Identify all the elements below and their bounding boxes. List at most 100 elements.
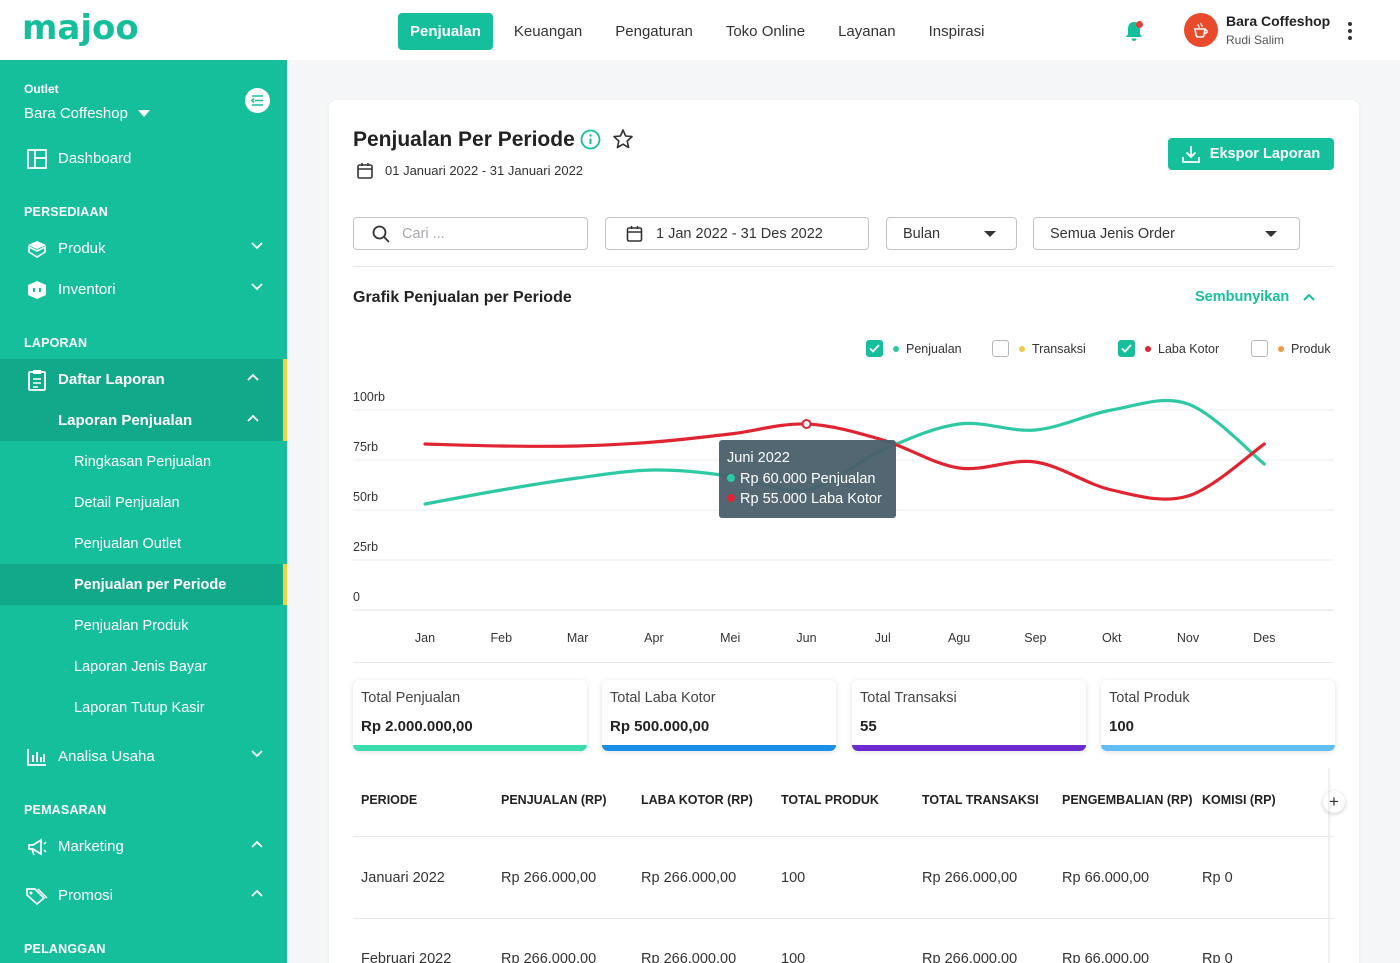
caret-down-icon bbox=[984, 231, 996, 237]
topnav-layanan[interactable]: Layanan bbox=[838, 23, 896, 40]
legend-dot bbox=[1278, 345, 1284, 352]
sidebar-subitem-laporan-tutup-kasir[interactable]: Laporan Tutup Kasir bbox=[74, 699, 205, 716]
sidebar-item-label: Analisa Usaha bbox=[58, 748, 155, 765]
cell-komisi: Rp 0 bbox=[1202, 870, 1233, 886]
export-report-button[interactable]: Ekspor Laporan bbox=[1168, 138, 1334, 170]
cell-total-produk: 100 bbox=[781, 870, 806, 886]
chevron-down-icon bbox=[251, 242, 263, 250]
topnav-pengaturan[interactable]: Pengaturan bbox=[615, 23, 693, 40]
outlet-value: Bara Coffeshop bbox=[24, 105, 128, 122]
search-placeholder: Cari ... bbox=[402, 225, 445, 242]
sidebar-subitem-penjualan-per-periode[interactable]: Penjualan per Periode bbox=[0, 564, 287, 605]
sidebar-item-inventori[interactable]: Inventori bbox=[0, 269, 287, 310]
column-shadow bbox=[1328, 768, 1332, 963]
sidebar-item-analisa-usaha[interactable]: Analisa Usaha bbox=[0, 736, 287, 777]
stat-accent-bar bbox=[602, 745, 836, 751]
cell-pengembalian: Rp 66.000,00 bbox=[1062, 951, 1150, 963]
legend-item-transaksi[interactable]: Transaksi bbox=[992, 340, 1086, 357]
topnav-toko-online[interactable]: Toko Online bbox=[725, 23, 806, 40]
cell-penjualan: Rp 266.000,00 bbox=[501, 951, 597, 963]
x-tick-label: Mei bbox=[720, 631, 740, 645]
avatar[interactable] bbox=[1184, 13, 1218, 47]
star-icon[interactable] bbox=[612, 128, 634, 150]
brand-logo[interactable]: majoo bbox=[22, 8, 139, 48]
sidebar: Outlet Bara Coffeshop Dashboard PERSEDIA… bbox=[0, 60, 287, 963]
legend-label: Laba Kotor bbox=[1158, 341, 1220, 356]
checkbox-unchecked[interactable] bbox=[992, 340, 1009, 357]
y-tick-label: 50rb bbox=[353, 490, 378, 504]
sidebar-subitem-penjualan-produk[interactable]: Penjualan Produk bbox=[74, 617, 189, 634]
legend-item-penjualan[interactable]: Penjualan bbox=[866, 340, 962, 357]
sidebar-subitem-penjualan-outlet[interactable]: Penjualan Outlet bbox=[74, 535, 182, 552]
granularity-select[interactable]: Bulan bbox=[886, 217, 1017, 250]
more-menu-icon[interactable] bbox=[1345, 20, 1355, 42]
collapse-sidebar-button[interactable] bbox=[245, 88, 270, 113]
user-name[interactable]: Bara Coffeshop bbox=[1226, 13, 1331, 29]
sidebar-item-marketing[interactable]: Marketing bbox=[0, 826, 287, 867]
chevron-up-icon bbox=[251, 889, 263, 897]
cell-pengembalian: Rp 66.000,00 bbox=[1062, 870, 1150, 886]
sidebar-subitem-ringkasan-penjualan[interactable]: Ringkasan Penjualan bbox=[74, 453, 212, 470]
section-pemasaran: PEMASARAN bbox=[24, 803, 107, 817]
chevron-down-icon bbox=[251, 750, 263, 758]
export-label: Ekspor Laporan bbox=[1209, 146, 1321, 162]
sidebar-item-dashboard[interactable]: Dashboard bbox=[0, 138, 287, 179]
topnav-penjualan[interactable]: Penjualan bbox=[398, 13, 493, 50]
y-tick-label: 75rb bbox=[353, 440, 378, 454]
topnav-inspirasi[interactable]: Inspirasi bbox=[928, 23, 985, 40]
divider bbox=[353, 662, 1334, 663]
outlet-select[interactable]: Bara Coffeshop bbox=[24, 105, 150, 122]
sidebar-item-label: Marketing bbox=[58, 838, 124, 855]
add-column-button[interactable]: + bbox=[1323, 791, 1345, 813]
column-header-total-produk[interactable]: TOTAL PRODUK bbox=[781, 793, 879, 807]
stat-card-total-penjualan: Total Penjualan Rp 2.000.000,00 bbox=[353, 680, 587, 751]
cell-laba-kotor: Rp 266.000,00 bbox=[641, 951, 737, 963]
calendar-icon bbox=[357, 163, 373, 179]
sidebar-subitem-detail-penjualan[interactable]: Detail Penjualan bbox=[74, 494, 180, 511]
table-row-divider bbox=[353, 836, 1334, 837]
legend-item-laba-kotor[interactable]: Laba Kotor bbox=[1118, 340, 1219, 357]
granularity-value: Bulan bbox=[903, 225, 941, 242]
sidebar-item-daftar-laporan[interactable]: Daftar Laporan bbox=[0, 359, 287, 400]
y-tick-label: 0 bbox=[353, 590, 360, 604]
inventory-icon bbox=[26, 279, 48, 301]
sidebar-item-promosi[interactable]: Promosi bbox=[0, 875, 287, 916]
chart-tooltip bbox=[719, 440, 896, 518]
column-header-total-transaksi[interactable]: TOTAL TRANSAKSI bbox=[922, 793, 1039, 807]
date-range-picker[interactable]: 1 Jan 2022 - 31 Des 2022 bbox=[605, 217, 869, 250]
info-icon[interactable] bbox=[580, 129, 601, 150]
sidebar-item-produk[interactable]: Produk bbox=[0, 228, 287, 269]
hover-point bbox=[801, 419, 812, 429]
topnav-keuangan[interactable]: Keuangan bbox=[513, 23, 583, 40]
sidebar-subitem-laporan-jenis-bayar[interactable]: Laporan Jenis Bayar bbox=[74, 658, 207, 675]
sidebar-item-label: Produk bbox=[58, 240, 106, 257]
column-header-laba-kotor[interactable]: LABA KOTOR (RP) bbox=[641, 793, 753, 807]
column-header-pengembalian[interactable]: PENGEMBALIAN (RP) bbox=[1062, 793, 1193, 807]
hide-chart-toggle[interactable]: Sembunyikan bbox=[1195, 289, 1315, 305]
x-tick-label: Apr bbox=[644, 631, 663, 645]
checkbox-checked[interactable] bbox=[1118, 340, 1135, 357]
column-header-komisi[interactable]: KOMISI (RP) bbox=[1202, 793, 1276, 807]
cell-total-transaksi: Rp 266.000,00 bbox=[922, 951, 1018, 963]
stat-accent-bar bbox=[353, 745, 587, 751]
sidebar-item-laporan-penjualan[interactable]: Laporan Penjualan bbox=[0, 400, 287, 441]
legend-item-produk[interactable]: Produk bbox=[1251, 340, 1331, 357]
y-tick-label: 25rb bbox=[353, 540, 378, 554]
checkbox-unchecked[interactable] bbox=[1251, 340, 1268, 357]
top-nav: Penjualan Keuangan Pengaturan Toko Onlin… bbox=[398, 13, 1005, 50]
cell-komisi: Rp 0 bbox=[1202, 951, 1233, 963]
column-header-penjualan[interactable]: PENJUALAN (RP) bbox=[501, 793, 607, 807]
cell-periode: Februari 2022 bbox=[361, 951, 452, 963]
legend-label: Produk bbox=[1291, 341, 1331, 356]
table-row-divider bbox=[353, 918, 1334, 919]
stat-label: Total Penjualan bbox=[361, 690, 461, 706]
cell-periode: Januari 2022 bbox=[361, 870, 445, 886]
column-header-periode[interactable]: PERIODE bbox=[361, 793, 418, 807]
stat-card-total-produk: Total Produk 100 bbox=[1101, 680, 1335, 751]
stat-card-total-laba-kotor: Total Laba Kotor Rp 500.000,00 bbox=[602, 680, 836, 751]
order-type-select[interactable]: Semua Jenis Order bbox=[1033, 217, 1300, 250]
legend-dot bbox=[1019, 345, 1025, 352]
checkbox-checked[interactable] bbox=[866, 340, 883, 357]
chevron-up-icon bbox=[247, 373, 259, 381]
search-input[interactable]: Cari ... bbox=[353, 217, 588, 250]
